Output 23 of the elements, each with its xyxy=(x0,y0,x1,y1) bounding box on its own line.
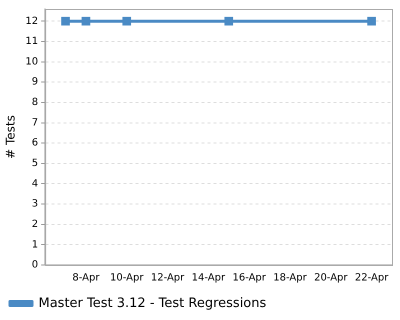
x-tick-label: 22-Apr xyxy=(354,272,390,284)
y-tick-label: 5 xyxy=(32,158,38,170)
y-tick-label: 0 xyxy=(32,260,38,271)
y-tick-label: 2 xyxy=(32,218,38,230)
y-axis-title: # Tests xyxy=(3,115,18,159)
y-tick-label: 8 xyxy=(32,97,38,108)
y-tick-label: 12 xyxy=(25,16,38,27)
y-tick-label: 11 xyxy=(25,36,38,48)
y-tick-label: 4 xyxy=(32,178,38,190)
x-tick-label: 8-Apr xyxy=(72,272,100,284)
x-tick-label: 18-Apr xyxy=(273,272,308,284)
y-tick-label: 1 xyxy=(32,239,38,250)
legend-label: Master Test 3.12 - Test Regressions xyxy=(38,296,266,311)
y-tick-label: 9 xyxy=(32,76,38,88)
x-tick-label: 16-Apr xyxy=(232,272,267,284)
y-tick-label: 10 xyxy=(25,56,38,68)
x-tick-label: 12-Apr xyxy=(150,272,186,284)
x-tick-label: 20-Apr xyxy=(314,272,348,284)
x-tick-label: 14-Apr xyxy=(192,272,226,284)
x-tick-label: 10-Apr xyxy=(110,272,144,284)
y-tick-label: 3 xyxy=(32,198,38,210)
y-tick-label: 7 xyxy=(32,117,38,128)
y-tick-label: 6 xyxy=(32,138,38,149)
